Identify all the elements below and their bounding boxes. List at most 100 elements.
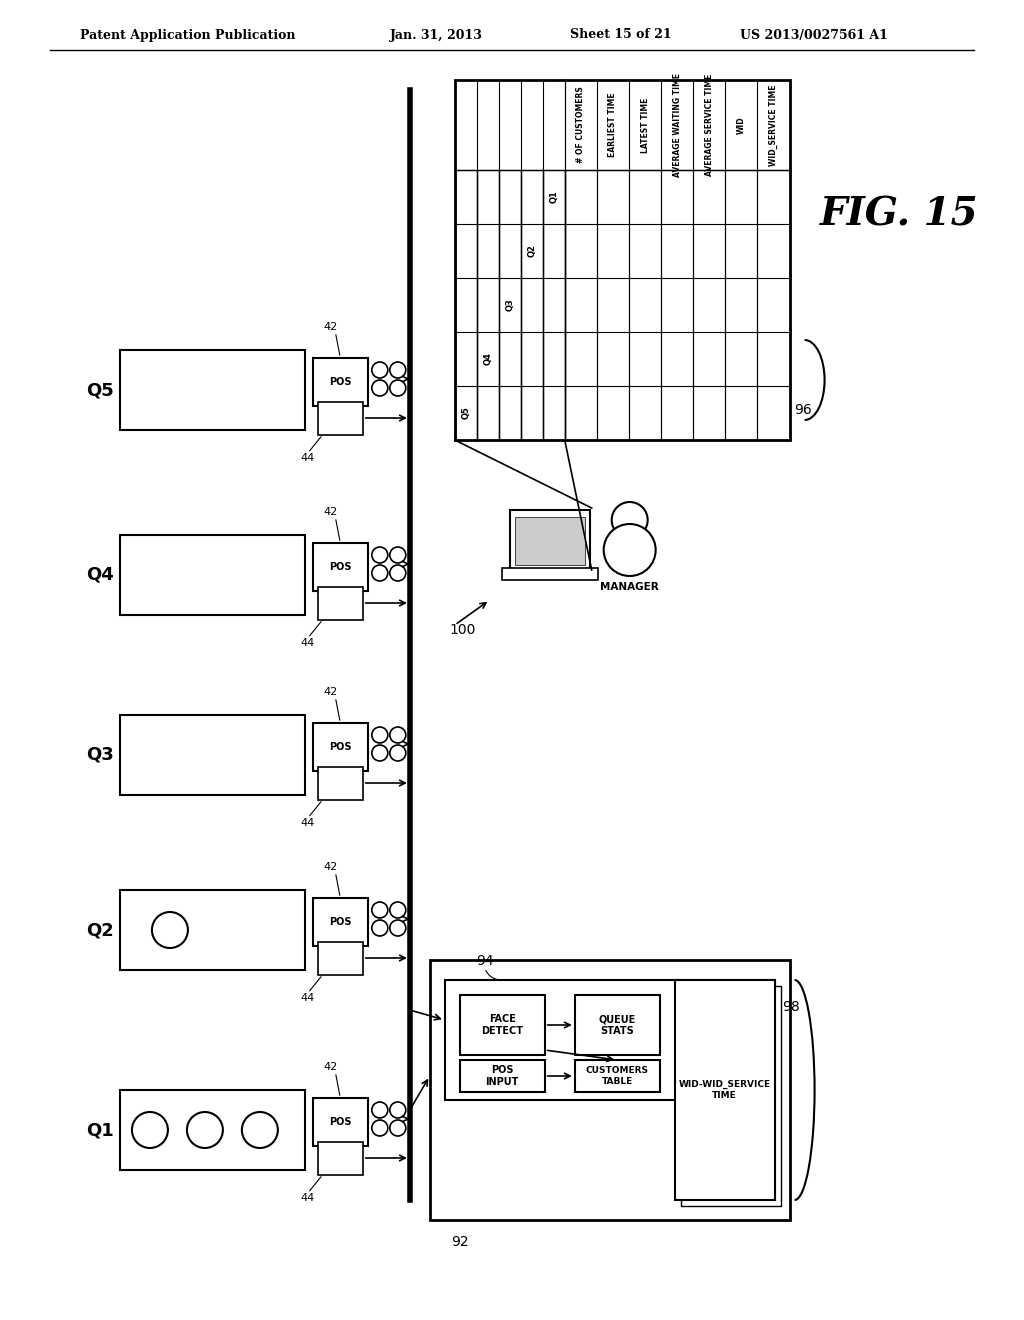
Circle shape: [132, 1111, 168, 1148]
Text: WID-WID_SERVICE
TIME: WID-WID_SERVICE TIME: [679, 1080, 771, 1100]
Circle shape: [372, 744, 388, 762]
Text: EARLIEST TIME: EARLIEST TIME: [608, 92, 617, 157]
Text: 44: 44: [301, 1193, 315, 1203]
Text: 100: 100: [450, 623, 476, 638]
Bar: [460, 995, 545, 1055]
Bar: [430, 960, 790, 1220]
Text: LATEST TIME: LATEST TIME: [641, 98, 649, 153]
Bar: [675, 979, 774, 1200]
Text: AVERAGE SERVICE TIME: AVERAGE SERVICE TIME: [705, 74, 714, 176]
Text: Q1: Q1: [86, 1121, 114, 1139]
Text: Sheet 15 of 21: Sheet 15 of 21: [569, 29, 672, 41]
Text: Q2: Q2: [86, 921, 114, 939]
Text: POS
INPUT: POS INPUT: [485, 1065, 519, 1086]
Text: Jan. 31, 2013: Jan. 31, 2013: [390, 29, 482, 41]
Circle shape: [372, 565, 388, 581]
Bar: [574, 995, 659, 1055]
Bar: [120, 350, 305, 430]
Bar: [317, 767, 362, 800]
Bar: [313, 358, 368, 407]
Circle shape: [372, 902, 388, 917]
Text: Patent Application Publication: Patent Application Publication: [80, 29, 296, 41]
Circle shape: [390, 1102, 406, 1118]
Text: 92: 92: [451, 1236, 469, 1249]
Text: AVERAGE WAITING TIME: AVERAGE WAITING TIME: [673, 73, 682, 177]
Text: 98: 98: [782, 1001, 801, 1014]
Circle shape: [372, 1119, 388, 1137]
Text: Q3: Q3: [86, 746, 114, 764]
Bar: [460, 1060, 545, 1092]
Text: POS: POS: [329, 378, 351, 387]
Text: WID_SERVICE TIME: WID_SERVICE TIME: [769, 84, 778, 166]
Circle shape: [372, 1102, 388, 1118]
Bar: [502, 568, 598, 579]
Text: QUEUE
STATS: QUEUE STATS: [599, 1014, 636, 1036]
Bar: [313, 723, 368, 771]
Text: US 2013/0027561 A1: US 2013/0027561 A1: [739, 29, 888, 41]
Text: CUSTOMERS
TABLE: CUSTOMERS TABLE: [586, 1067, 648, 1085]
Circle shape: [187, 1111, 223, 1148]
Text: 42: 42: [324, 322, 338, 333]
Text: Q4: Q4: [483, 352, 493, 366]
Circle shape: [242, 1111, 278, 1148]
Circle shape: [390, 902, 406, 917]
Bar: [313, 898, 368, 946]
Circle shape: [390, 1119, 406, 1137]
Text: WID: WID: [737, 116, 745, 133]
Circle shape: [152, 912, 187, 948]
Circle shape: [372, 546, 388, 564]
Text: 44: 44: [301, 453, 315, 463]
Bar: [455, 81, 790, 440]
Text: 42: 42: [324, 1063, 338, 1072]
Bar: [317, 1142, 362, 1175]
Bar: [515, 517, 585, 565]
Text: Q4: Q4: [86, 566, 114, 583]
Circle shape: [372, 362, 388, 378]
Bar: [313, 543, 368, 591]
Text: POS: POS: [329, 742, 351, 752]
Circle shape: [372, 380, 388, 396]
Text: 44: 44: [301, 638, 315, 648]
Circle shape: [372, 920, 388, 936]
Text: FACE
DETECT: FACE DETECT: [481, 1014, 523, 1036]
Circle shape: [372, 727, 388, 743]
Text: Q5: Q5: [86, 381, 114, 399]
Circle shape: [390, 546, 406, 564]
Text: 94: 94: [476, 954, 494, 968]
Bar: [444, 979, 774, 1100]
Text: Q5: Q5: [461, 407, 470, 420]
Text: POS: POS: [329, 1117, 351, 1127]
Text: MANAGER: MANAGER: [600, 582, 659, 591]
Bar: [120, 535, 305, 615]
Text: 42: 42: [324, 686, 338, 697]
Text: 44: 44: [301, 818, 315, 828]
Text: FIG. 15: FIG. 15: [819, 195, 978, 234]
Bar: [313, 1098, 368, 1146]
Text: POS: POS: [329, 917, 351, 927]
Text: Q2: Q2: [527, 244, 537, 257]
Circle shape: [611, 502, 647, 539]
Circle shape: [390, 565, 406, 581]
Circle shape: [390, 744, 406, 762]
Bar: [574, 1060, 659, 1092]
Text: POS: POS: [329, 562, 351, 572]
Text: 44: 44: [301, 993, 315, 1003]
Bar: [317, 586, 362, 619]
Text: Q3: Q3: [505, 298, 514, 312]
Circle shape: [390, 727, 406, 743]
Text: Q1: Q1: [549, 190, 558, 203]
Text: 42: 42: [324, 507, 338, 517]
Bar: [510, 510, 590, 570]
Text: 42: 42: [324, 862, 338, 873]
Bar: [120, 1090, 305, 1170]
Bar: [317, 941, 362, 974]
Circle shape: [604, 524, 655, 576]
Circle shape: [390, 920, 406, 936]
Bar: [120, 890, 305, 970]
Bar: [120, 715, 305, 795]
Circle shape: [390, 380, 406, 396]
Text: 96: 96: [795, 403, 812, 417]
Text: # OF CUSTOMERS: # OF CUSTOMERS: [577, 87, 586, 164]
Bar: [681, 986, 780, 1206]
Circle shape: [390, 362, 406, 378]
